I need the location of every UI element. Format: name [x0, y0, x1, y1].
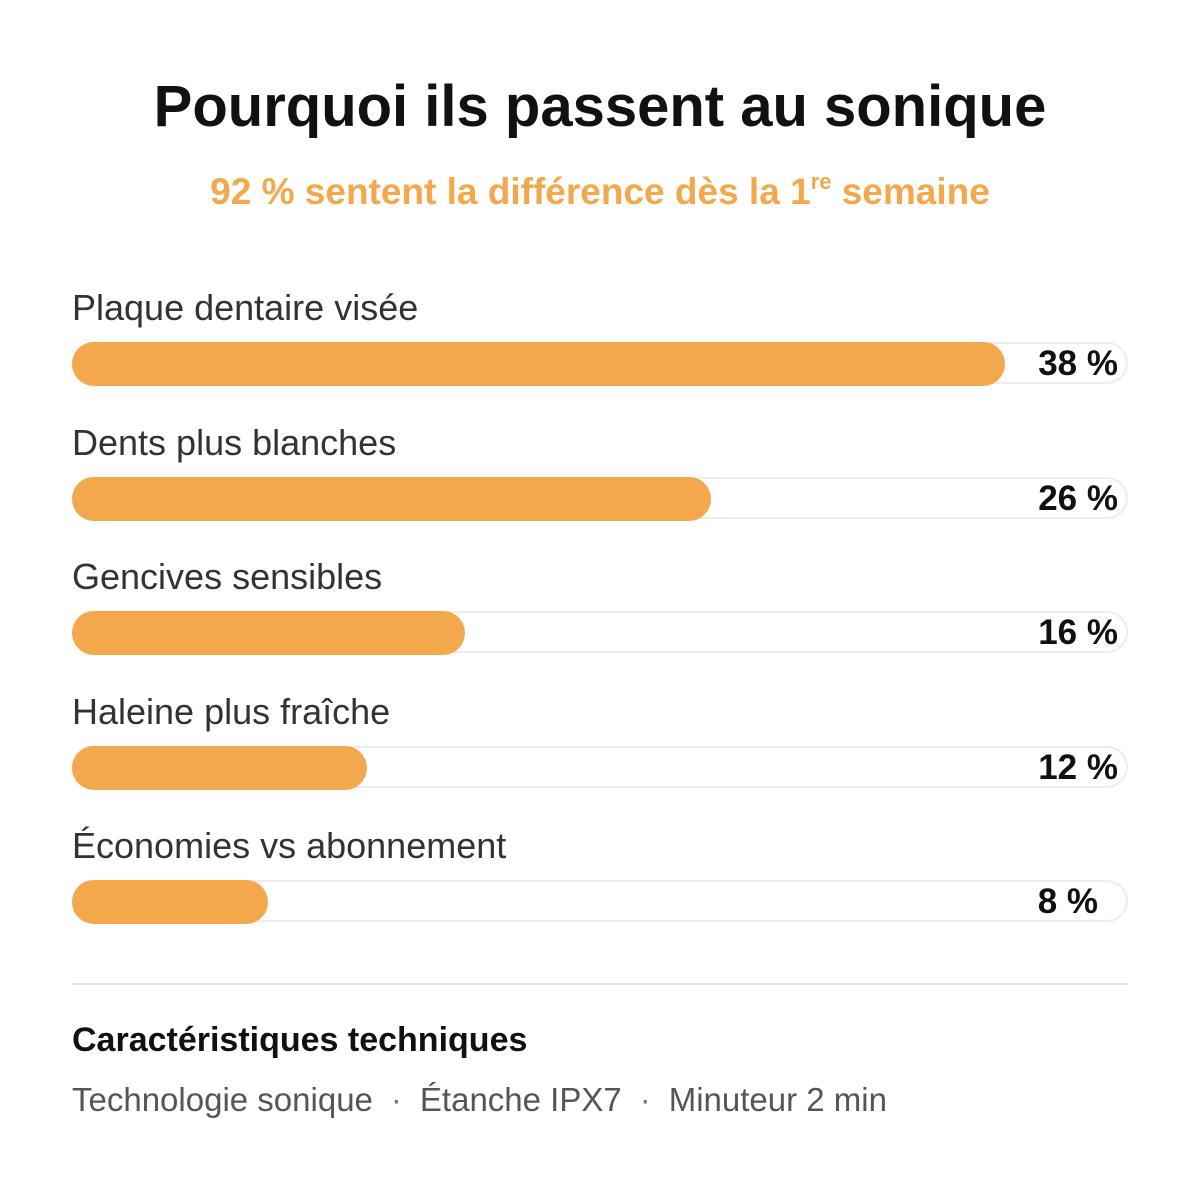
specs-item: Technologie sonique — [72, 1081, 373, 1118]
subtitle-text: 92 % sentent la différence dès la 1 — [210, 171, 811, 212]
bar-value-label: 8 % — [1037, 882, 1098, 921]
bar-value-label: 12 % — [1038, 747, 1118, 787]
bar-fill — [72, 476, 711, 521]
bar-row: Dents plus blanches 26 % — [72, 417, 1128, 552]
specs-separator: · — [639, 1081, 651, 1118]
subtitle-text-end: semaine — [831, 171, 990, 212]
bar-fill — [72, 880, 268, 924]
bar-row: Gencives sensibles 16 % — [72, 551, 1128, 686]
bar-category-label: Haleine plus fraîche — [72, 690, 391, 732]
bar-value-label: 16 % — [1038, 613, 1118, 652]
page-subtitle: 92 % sentent la différence dès la 1re se… — [0, 168, 1200, 216]
page-title: Pourquoi ils passent au sonique — [153, 74, 1047, 139]
bar-value-label: 38 % — [1038, 344, 1118, 383]
bar-category-label: Gencives sensibles — [72, 556, 383, 597]
bar-category-label: Économies vs abonnement — [72, 825, 507, 866]
specs-item: Minuteur 2 min — [668, 1081, 887, 1118]
bar-row: Haleine plus fraîche 12 % — [72, 686, 1128, 821]
bar-fill — [72, 745, 367, 790]
specs-list: Technologie sonique · Étanche IPX7 · Minuteu… — [72, 1078, 887, 1122]
bar-fill — [72, 342, 1005, 386]
specs-title: Caractéristiques techniques — [72, 1021, 528, 1059]
bar-fill — [72, 611, 465, 655]
bar-category-label: Dents plus blanches — [72, 421, 397, 463]
bar-category-label: Plaque dentaire visée — [72, 287, 419, 328]
bar-row: Économies vs abonnement 8 % — [72, 820, 1128, 955]
bar-value-label: 26 % — [1038, 478, 1118, 518]
bar-row: Plaque dentaire visée 38 % — [72, 282, 1128, 417]
specs-item: Étanche IPX7 — [419, 1081, 622, 1118]
section-divider — [72, 983, 1128, 985]
subtitle-superscript: re — [810, 169, 832, 194]
bar-chart: Plaque dentaire visée 38 % Dents plus blan… — [72, 282, 1128, 955]
specs-separator: · — [390, 1081, 402, 1118]
